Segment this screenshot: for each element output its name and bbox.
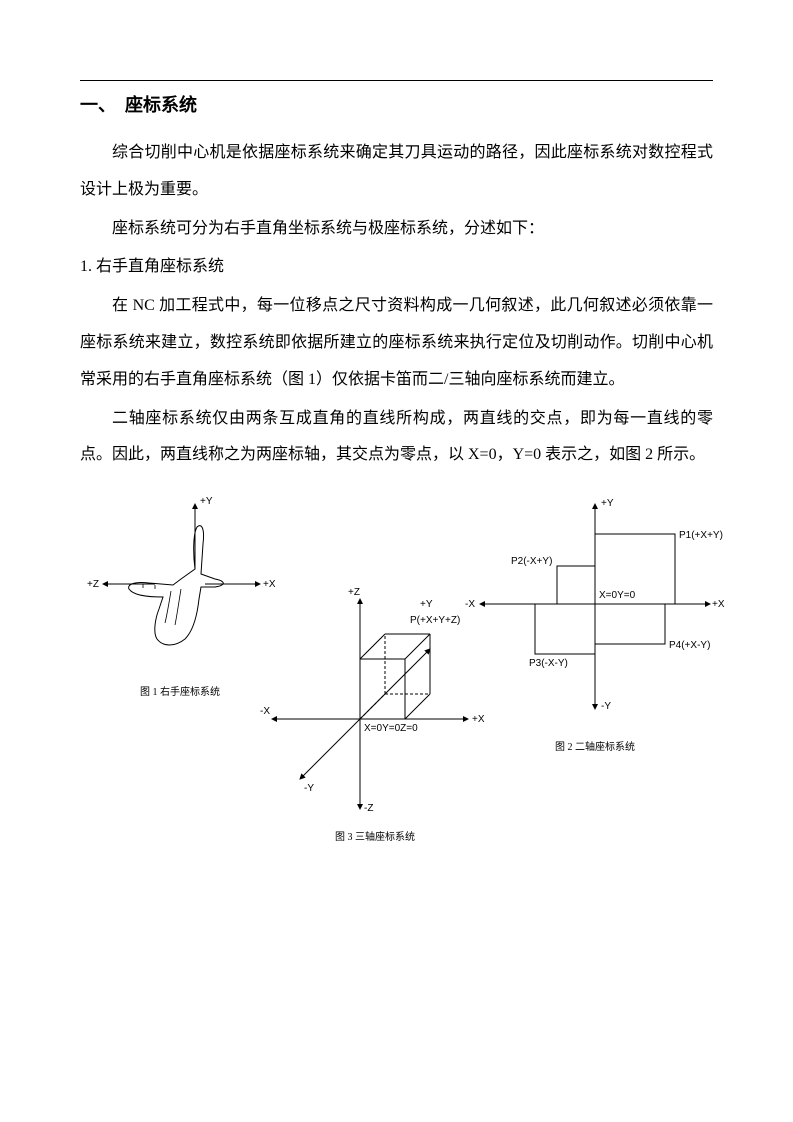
fig3-plus-y-label: +Y — [420, 599, 433, 610]
fig3-minus-z-label: -Z — [364, 803, 373, 814]
fig2-rect-p2 — [557, 566, 595, 604]
paragraph-3: 在 NC 加工程式中，每一位移点之尺寸资料构成一几何叙述，此几何叙述必须依靠一座… — [80, 288, 713, 398]
fig1-plus-z-label: +Z — [87, 579, 99, 590]
fig2-rect-p3 — [535, 604, 595, 654]
hand-line-1 — [175, 589, 181, 625]
fig2-plus-x-label: +X — [712, 599, 725, 610]
paragraph-1: 综合切削中心机是依据座标系统来确定其刀具运动的路径，因此座标系统对数控程式设计上… — [80, 135, 713, 209]
fig2-minus-x-label: -X — [465, 599, 475, 610]
fig2-p1-label: P1(+X+Y) — [679, 530, 723, 541]
figures-area: +Y +X +Z 图 1 右手座标系统 +Z — [80, 484, 713, 864]
hand-knuckles — [143, 584, 155, 589]
figure-3: +Z -Z +X -X +Y -Y — [260, 579, 490, 843]
top-rule — [80, 80, 713, 81]
fig2-p3-label: P3(-X-Y) — [529, 658, 568, 669]
fig2-minus-y-label: -Y — [601, 701, 611, 712]
fig2-p2-label: P2(-X+Y) — [511, 556, 552, 567]
figure-1-caption: 图 1 右手座标系统 — [85, 683, 275, 698]
fig3-plus-z-label: +Z — [348, 587, 360, 598]
figure-2-svg: +Y -Y +X -X X=0Y=0 P1(+X+Y) P2(-X+Y) P3(… — [465, 484, 725, 734]
fig3-minus-x-label: -X — [260, 706, 270, 717]
section-heading: 一、 座标系统 — [80, 91, 713, 117]
fig2-p4-label: P4(+X-Y) — [669, 640, 710, 651]
cube-front — [360, 659, 405, 719]
figure-2-caption: 图 2 二轴座标系统 — [465, 738, 725, 753]
figure-1-svg: +Y +X +Z — [85, 489, 275, 679]
hand-line-2 — [165, 591, 171, 623]
figure-3-svg: +Z -Z +X -X +Y -Y — [260, 579, 490, 824]
fig3-origin-label: X=0Y=0Z=0 — [364, 723, 418, 734]
fig3-minus-y-label: -Y — [304, 783, 314, 794]
paragraph-4: 二轴座标系统仅由两条互成直角的直线所构成，两直线的交点，即为每一直线的零点。因此… — [80, 401, 713, 475]
fig1-plus-y-label: +Y — [200, 496, 213, 507]
fig2-origin-label: X=0Y=0 — [599, 590, 636, 601]
fig2-rect-p4 — [595, 604, 665, 644]
subheading-1: 1. 右手直角座标系统 — [80, 249, 713, 286]
figure-2: +Y -Y +X -X X=0Y=0 P1(+X+Y) P2(-X+Y) P3(… — [465, 484, 725, 753]
fig2-plus-y-label: +Y — [601, 498, 614, 509]
figure-1: +Y +X +Z 图 1 右手座标系统 — [85, 489, 275, 698]
figure-3-caption: 图 3 三轴座标系统 — [260, 828, 490, 843]
fig3-point-label: P(+X+Y+Z) — [410, 615, 460, 626]
paragraph-2: 座标系统可分为右手直角坐标系统与极座标系统，分述如下： — [80, 211, 713, 248]
